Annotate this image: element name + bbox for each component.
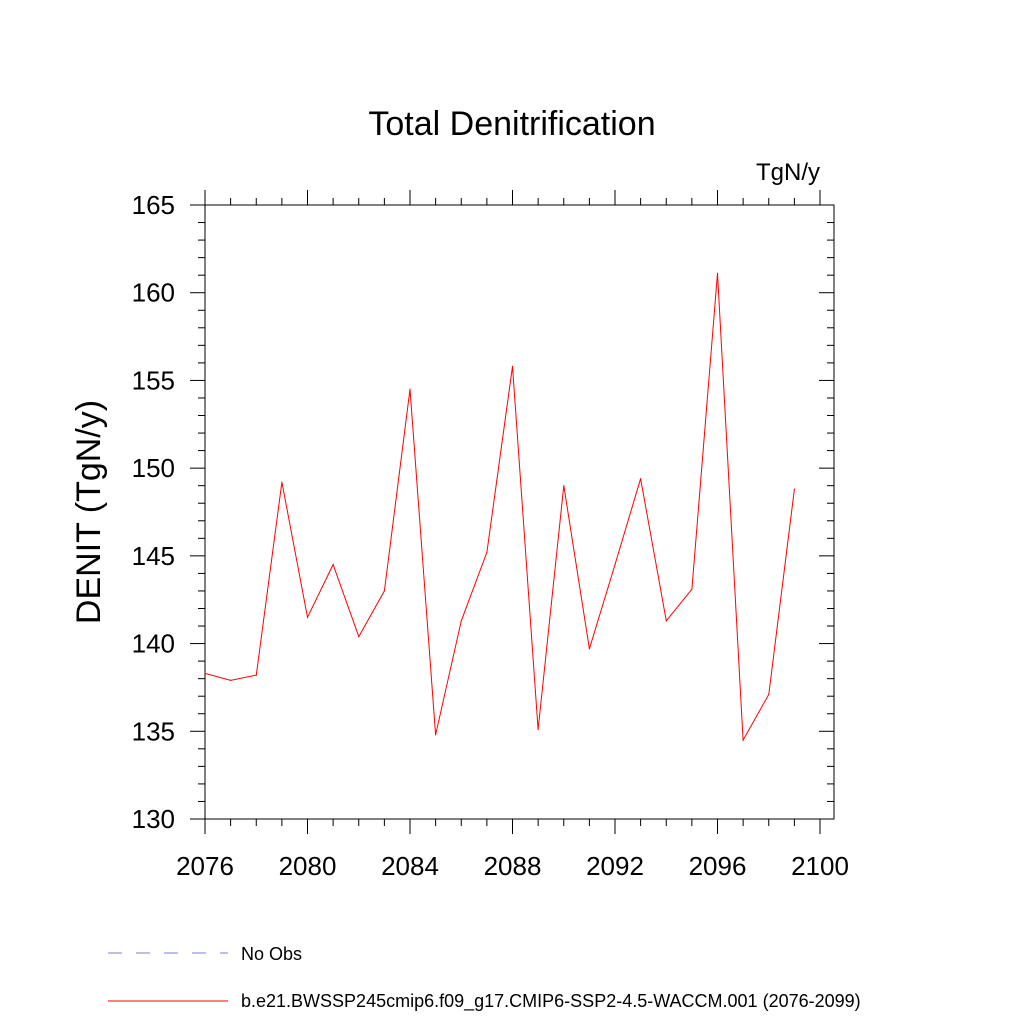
data-point xyxy=(230,679,232,682)
y-tick-label: 165 xyxy=(132,190,175,220)
data-point xyxy=(358,636,360,638)
axis-ticks: 2076 2080 2084 2088 2092 2096 2100 130 135 140 145… xyxy=(132,190,849,881)
data-point xyxy=(281,481,283,483)
data-point xyxy=(435,734,437,736)
data-point xyxy=(332,564,334,566)
y-tick-label: 130 xyxy=(132,804,175,834)
data-point xyxy=(255,674,257,676)
data-point xyxy=(614,564,616,566)
data-point xyxy=(460,620,462,622)
data-point xyxy=(768,693,770,696)
data-point xyxy=(640,478,642,480)
chart-title: Total Denitrification xyxy=(368,105,655,143)
data-point xyxy=(793,488,796,490)
data-point xyxy=(306,616,309,618)
data-point xyxy=(204,672,206,675)
legend: No Obs b.e21.BWSSP245cmip6.f09_g17.CMIP6… xyxy=(108,944,861,1012)
x-tick-label: 2076 xyxy=(176,851,234,881)
x-tick-label: 2100 xyxy=(791,851,849,881)
y-tick-label: 145 xyxy=(132,541,175,571)
data-point xyxy=(486,551,488,553)
y-tick-label: 135 xyxy=(132,716,175,746)
x-tick-label: 2084 xyxy=(381,851,439,881)
series-line xyxy=(204,273,795,742)
data-point xyxy=(537,728,539,731)
legend-label-model-run: b.e21.BWSSP245cmip6.f09_g17.CMIP6-SSP2-4… xyxy=(241,991,861,1012)
data-series xyxy=(204,272,796,742)
data-point xyxy=(716,272,719,274)
data-point xyxy=(409,388,411,390)
x-tick-label: 2088 xyxy=(484,851,542,881)
x-tick-label: 2096 xyxy=(689,851,747,881)
data-point xyxy=(563,485,565,487)
y-tick-label: 140 xyxy=(132,629,175,659)
data-point xyxy=(588,648,591,650)
y-axis-label: DENIT (TgN/y) xyxy=(70,400,108,624)
y-tick-label: 160 xyxy=(132,278,175,308)
data-point xyxy=(742,739,744,741)
x-tick-label: 2080 xyxy=(279,851,337,881)
data-point xyxy=(511,365,514,367)
data-point xyxy=(665,620,667,622)
plot-frame xyxy=(204,204,835,820)
units-label: TgN/y xyxy=(756,159,820,186)
data-point xyxy=(691,588,693,590)
y-tick-label: 155 xyxy=(132,365,175,395)
y-tick-label: 150 xyxy=(132,453,175,483)
data-point xyxy=(383,590,385,592)
legend-label-no-obs: No Obs xyxy=(241,944,302,964)
x-tick-label: 2092 xyxy=(586,851,644,881)
